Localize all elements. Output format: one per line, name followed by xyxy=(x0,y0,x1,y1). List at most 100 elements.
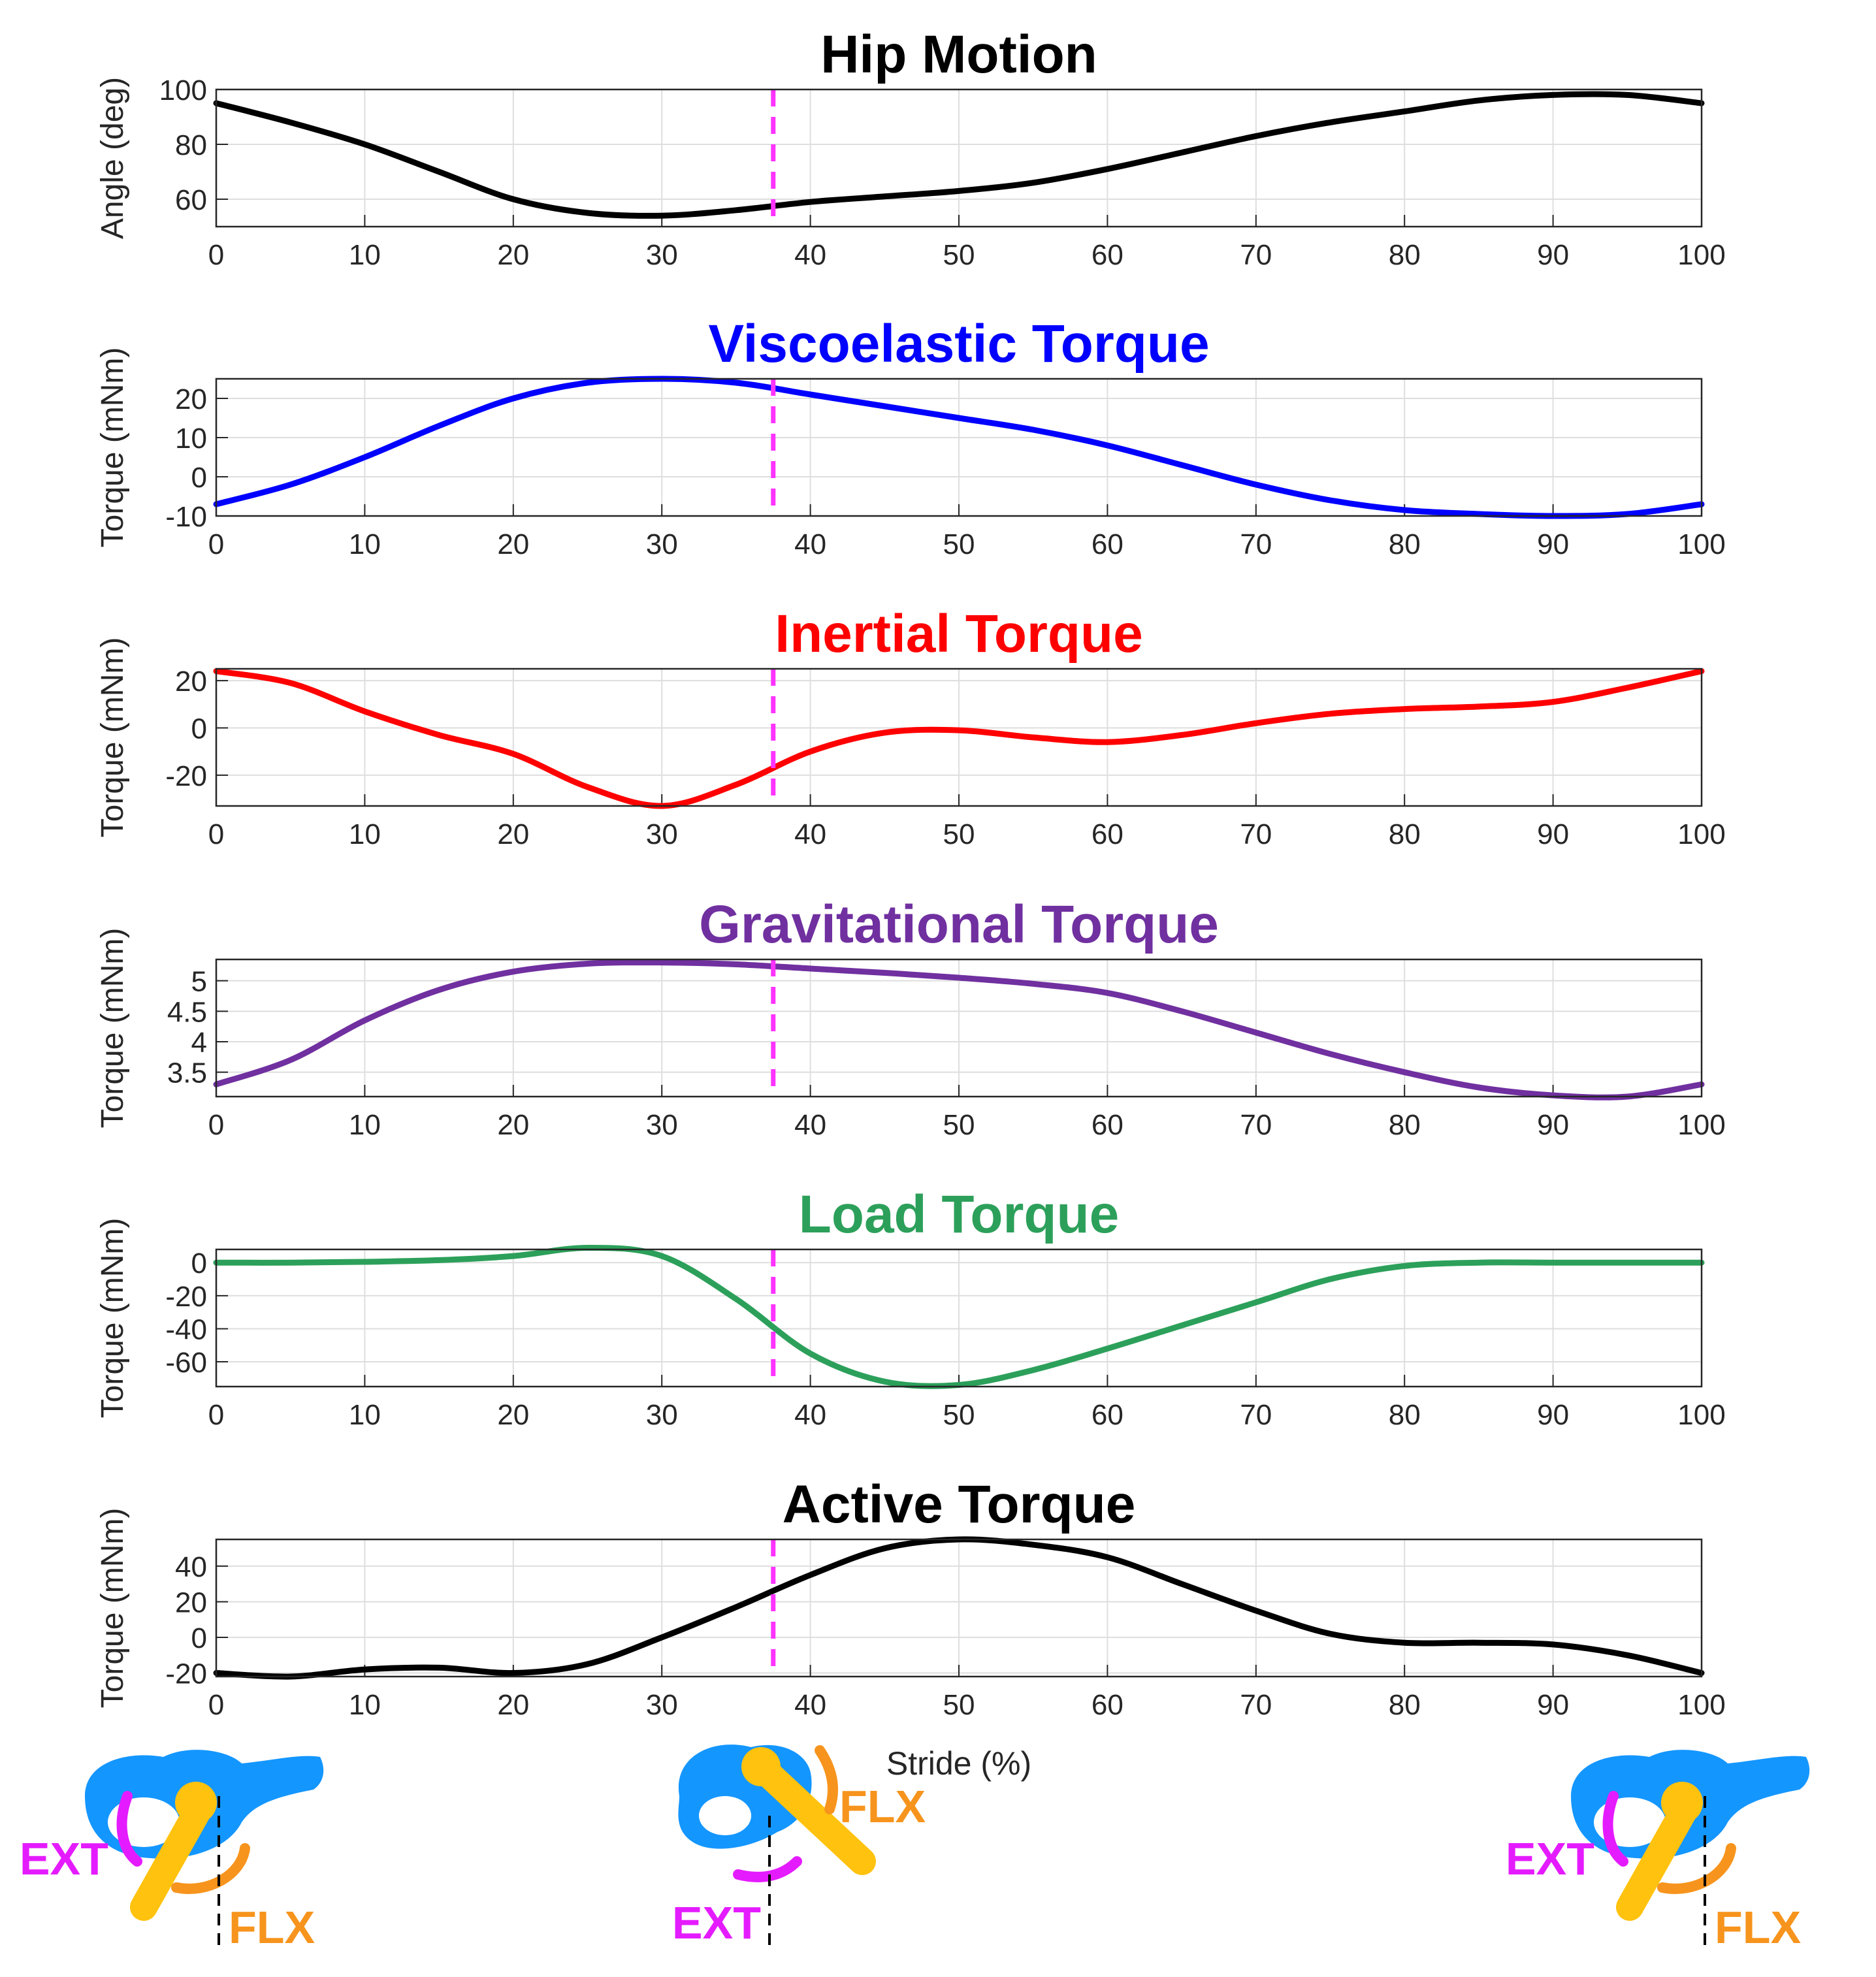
y-tick-label: 4 xyxy=(191,1027,207,1059)
x-tick-label: 60 xyxy=(1092,239,1124,271)
x-tick-label: 30 xyxy=(646,1109,678,1141)
y-tick-label: 3.5 xyxy=(167,1057,207,1089)
y-tick-label: -20 xyxy=(165,1658,207,1690)
y-tick-label: 10 xyxy=(175,423,207,455)
x-tick-label: 80 xyxy=(1389,1689,1421,1721)
x-tick-label: 50 xyxy=(943,1109,975,1141)
flx-label: FLX xyxy=(839,1781,926,1832)
x-tick-label: 30 xyxy=(646,528,678,560)
x-tick-label: 80 xyxy=(1389,528,1421,560)
x-tick-label: 10 xyxy=(349,1399,381,1431)
x-tick-label: 90 xyxy=(1537,818,1569,850)
extensor-muscle-shape xyxy=(733,1856,802,1882)
y-tick-label: 20 xyxy=(175,1586,207,1618)
x-tick-label: 70 xyxy=(1240,1399,1272,1431)
y-tick-label: 5 xyxy=(191,966,207,998)
x-tick-label: 40 xyxy=(794,1109,826,1141)
x-tick-label: 60 xyxy=(1092,1689,1124,1721)
y-tick-label: 100 xyxy=(159,74,207,106)
y-tick-label: -10 xyxy=(165,501,207,533)
axes-frame xyxy=(215,378,1703,517)
ext-label: EXT xyxy=(20,1833,108,1884)
y-tick-label: 20 xyxy=(175,383,207,415)
x-tick-label: 90 xyxy=(1537,1689,1569,1721)
chart-title: Hip Motion xyxy=(820,25,1097,84)
series-line xyxy=(213,668,1705,809)
x-tick-label: 10 xyxy=(349,239,381,271)
x-tick-label: 50 xyxy=(943,528,975,560)
x-tick-label: 60 xyxy=(1092,1399,1124,1431)
x-axis-label: Stride (%) xyxy=(886,1745,1031,1782)
axes-frame xyxy=(215,958,1703,1098)
x-tick-label: 20 xyxy=(497,528,529,560)
y-tick-label: 0 xyxy=(191,1247,207,1279)
x-tick-label: 40 xyxy=(794,818,826,850)
y-tick-label: -60 xyxy=(165,1347,207,1379)
x-tick-label: 50 xyxy=(943,1689,975,1721)
x-tick-label: 0 xyxy=(208,1109,224,1141)
femur-head-shape xyxy=(741,1747,781,1786)
x-tick-label: 20 xyxy=(497,1399,529,1431)
chart-title: Gravitational Torque xyxy=(699,895,1219,954)
x-tick-label: 0 xyxy=(208,818,224,850)
x-tick-label: 100 xyxy=(1677,1689,1725,1721)
x-tick-label: 20 xyxy=(497,1109,529,1141)
chart-panel-4: 0 10 20 30 40 50 60 70 80 90 100 3.544.55 Torque (mN… xyxy=(95,895,1726,1141)
y-axis-label: Torque (mNm) xyxy=(95,1508,130,1709)
x-tick-label: 0 xyxy=(208,1399,224,1431)
x-tick-label: 50 xyxy=(943,239,975,271)
x-tick-label: 100 xyxy=(1677,818,1725,850)
chart-title: Viscoelastic Torque xyxy=(708,314,1209,374)
y-tick-label: 4.5 xyxy=(167,996,207,1028)
x-tick-label: 10 xyxy=(349,1109,381,1141)
extensor-muscle-shape xyxy=(116,1791,142,1867)
flx-label: FLX xyxy=(229,1902,315,1953)
x-tick-label: 70 xyxy=(1240,1689,1272,1721)
x-tick-label: 40 xyxy=(794,1399,826,1431)
x-tick-label: 60 xyxy=(1092,1109,1124,1141)
flexor-muscle-shape xyxy=(815,1745,838,1814)
y-tick-label: -40 xyxy=(165,1313,207,1345)
x-tick-label: 20 xyxy=(497,818,529,850)
x-tick-label: 10 xyxy=(349,528,381,560)
x-tick-label: 80 xyxy=(1389,1399,1421,1431)
ext-label: EXT xyxy=(672,1897,761,1948)
y-tick-label: 20 xyxy=(175,666,207,698)
x-tick-label: 20 xyxy=(497,239,529,271)
hip-diagram-3: EXT FLX xyxy=(1506,1750,1810,1953)
x-tick-label: 100 xyxy=(1677,239,1725,271)
x-tick-label: 30 xyxy=(646,818,678,850)
x-tick-label: 20 xyxy=(497,1689,529,1721)
y-tick-label: 40 xyxy=(175,1551,207,1583)
femur-head-shape xyxy=(175,1782,217,1824)
x-tick-label: 70 xyxy=(1240,1109,1272,1141)
flx-label: FLX xyxy=(1715,1902,1802,1953)
x-tick-label: 90 xyxy=(1537,528,1569,560)
x-tick-label: 90 xyxy=(1537,1109,1569,1141)
femur-head-shape xyxy=(1661,1782,1703,1824)
series-line xyxy=(213,1244,1705,1389)
x-tick-label: 70 xyxy=(1240,528,1272,560)
x-tick-label: 40 xyxy=(794,528,826,560)
x-tick-label: 90 xyxy=(1537,1399,1569,1431)
femur-shape xyxy=(751,1756,876,1875)
axes-frame xyxy=(215,1538,1703,1678)
x-tick-label: 100 xyxy=(1677,528,1725,560)
axes-frame xyxy=(215,1248,1703,1388)
y-tick-label: -20 xyxy=(165,1281,207,1313)
x-tick-label: 80 xyxy=(1389,1109,1421,1141)
x-tick-label: 0 xyxy=(208,239,224,271)
pelvis-foramen-shape xyxy=(699,1796,751,1835)
y-axis-label: Torque (mNm) xyxy=(95,347,130,548)
x-tick-label: 70 xyxy=(1240,239,1272,271)
x-tick-label: 80 xyxy=(1389,818,1421,850)
x-tick-label: 100 xyxy=(1677,1109,1725,1141)
x-tick-label: 10 xyxy=(349,818,381,850)
axes-frame xyxy=(215,667,1703,807)
x-tick-label: 30 xyxy=(646,1689,678,1721)
